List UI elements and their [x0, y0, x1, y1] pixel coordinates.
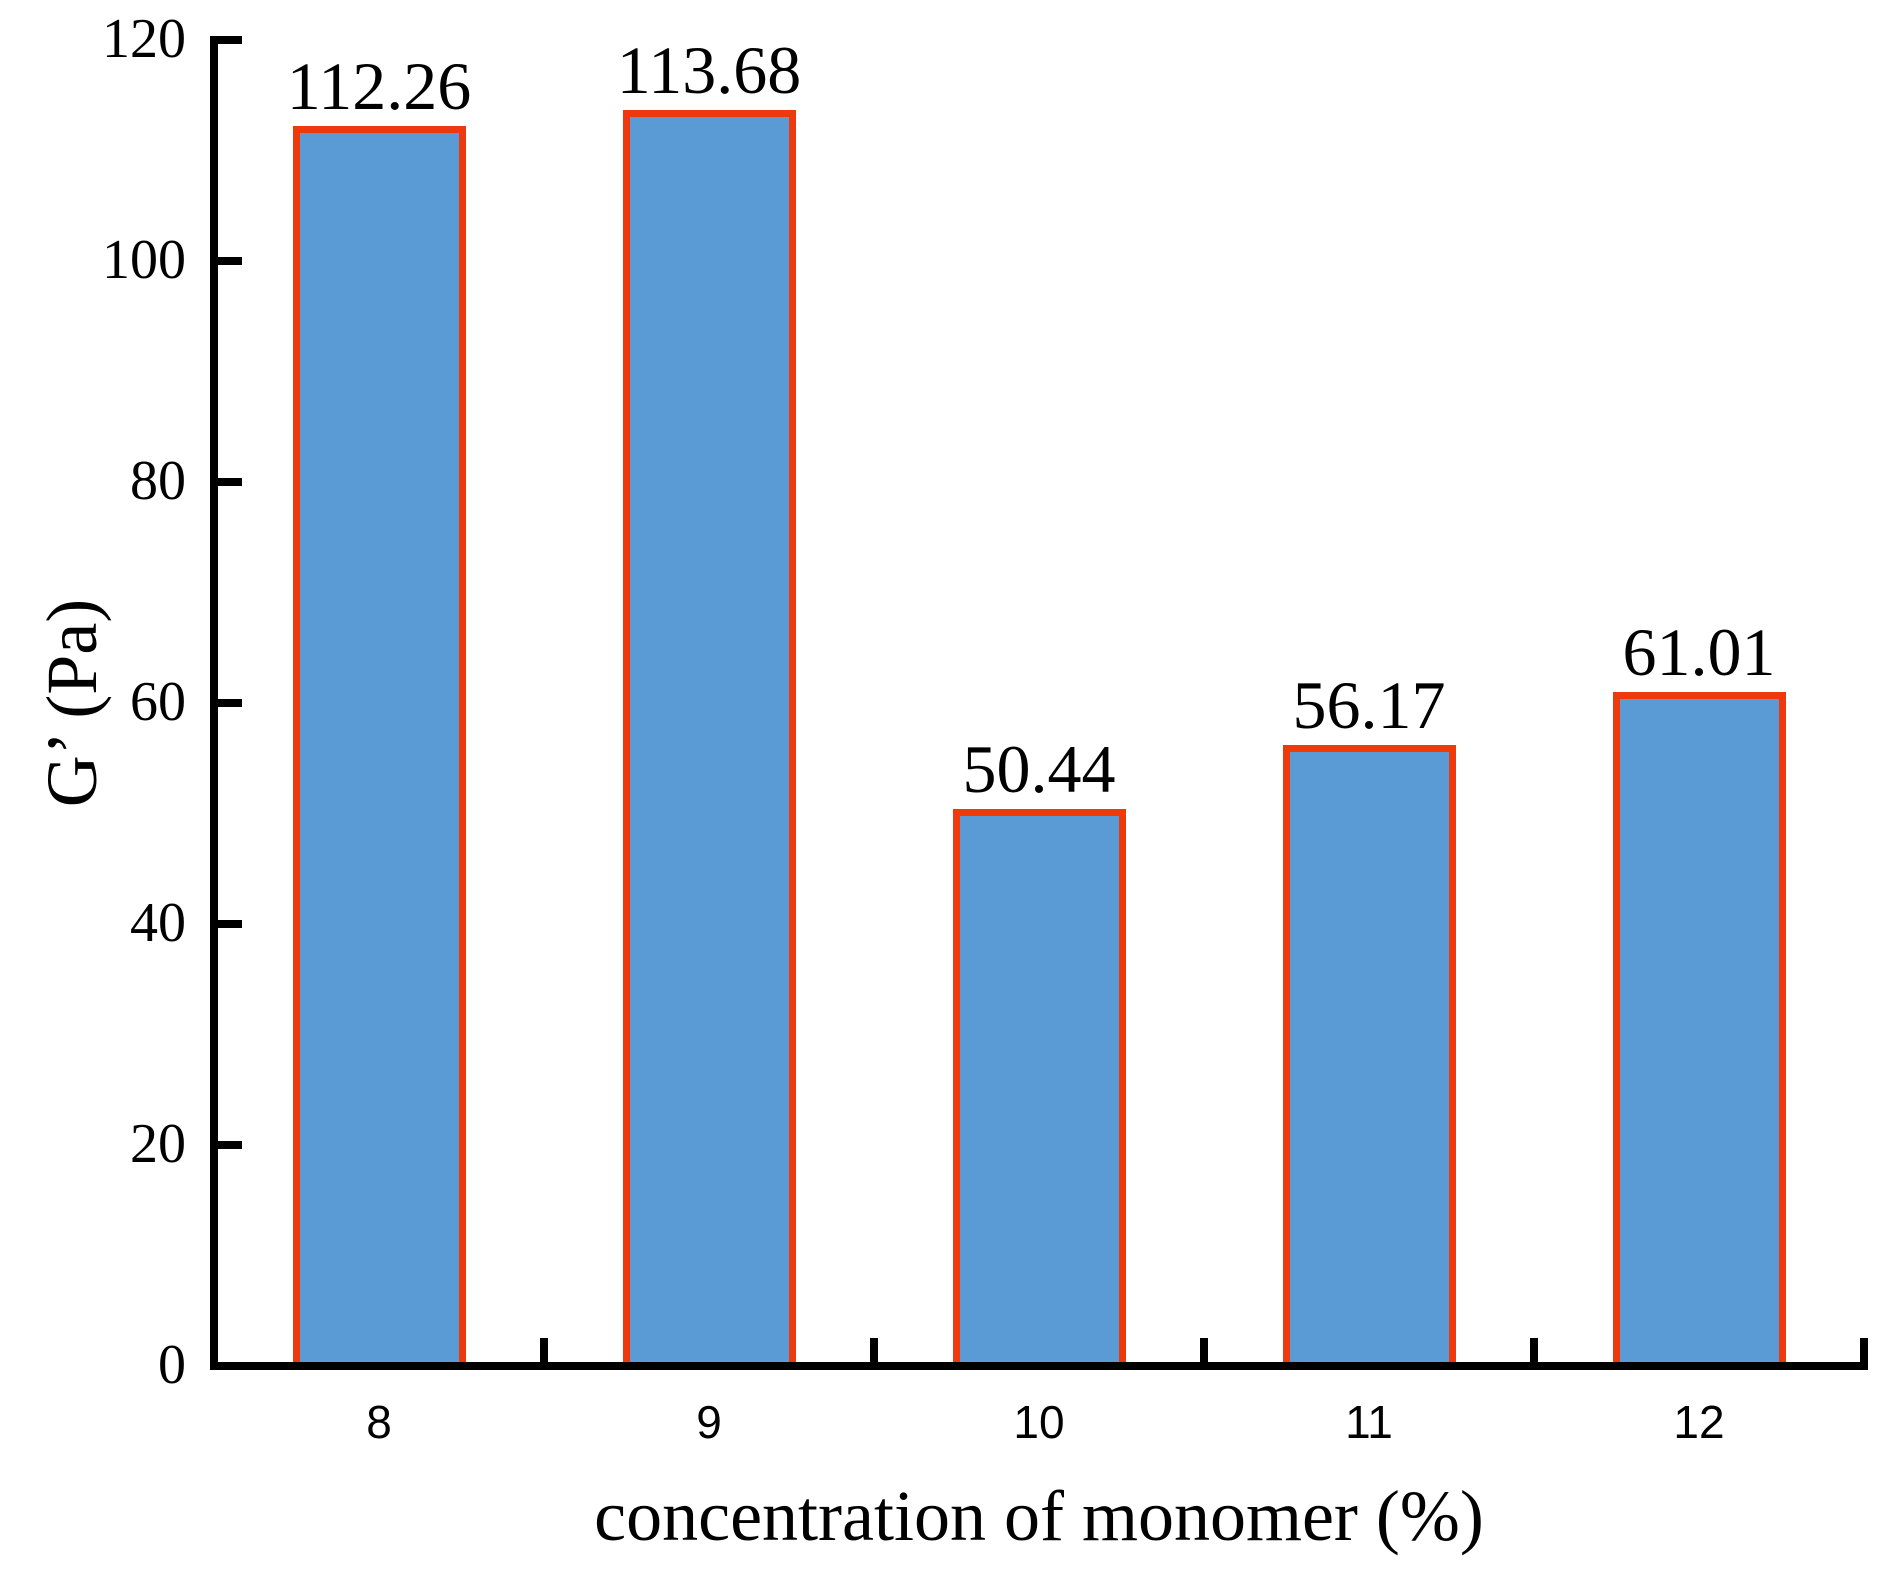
bar-value-label: 50.44	[962, 731, 1116, 807]
y-tick	[218, 478, 242, 486]
x-tick	[870, 1338, 878, 1362]
y-tick	[218, 1141, 242, 1149]
x-axis-end-cap-tick	[1860, 1338, 1868, 1362]
bar	[293, 126, 466, 1366]
y-tick-label: 100	[102, 228, 186, 291]
bar	[1613, 692, 1786, 1366]
x-axis-title: concentration of monomer (%)	[594, 1476, 1484, 1556]
y-tick-label: 80	[130, 449, 186, 512]
bar-value-label: 112.26	[286, 48, 472, 124]
x-tick	[1530, 1338, 1538, 1362]
bar	[953, 809, 1126, 1366]
y-axis-line	[210, 36, 218, 1370]
x-tick-label: 12	[1673, 1396, 1725, 1448]
x-tick-label: 10	[1013, 1396, 1065, 1448]
y-tick-label: 40	[130, 891, 186, 954]
bar	[1283, 745, 1456, 1366]
y-tick-label: 0	[158, 1333, 186, 1396]
y-tick	[218, 36, 242, 44]
y-tick	[218, 920, 242, 928]
y-tick-label: 120	[102, 7, 186, 70]
x-tick	[1200, 1338, 1208, 1362]
y-tick-label: 20	[130, 1112, 186, 1175]
x-tick	[540, 1338, 548, 1362]
x-tick-label: 9	[696, 1396, 722, 1448]
x-axis-line	[210, 1362, 1868, 1370]
x-tick-label: 8	[366, 1396, 392, 1448]
x-tick-label: 11	[1345, 1396, 1393, 1448]
bar-value-label: 61.01	[1622, 614, 1776, 690]
bar-value-label: 56.17	[1292, 667, 1446, 743]
bar	[623, 110, 796, 1366]
y-tick	[218, 257, 242, 265]
y-tick	[218, 699, 242, 707]
y-tick-label: 60	[130, 670, 186, 733]
bar-value-label: 113.68	[616, 32, 802, 108]
